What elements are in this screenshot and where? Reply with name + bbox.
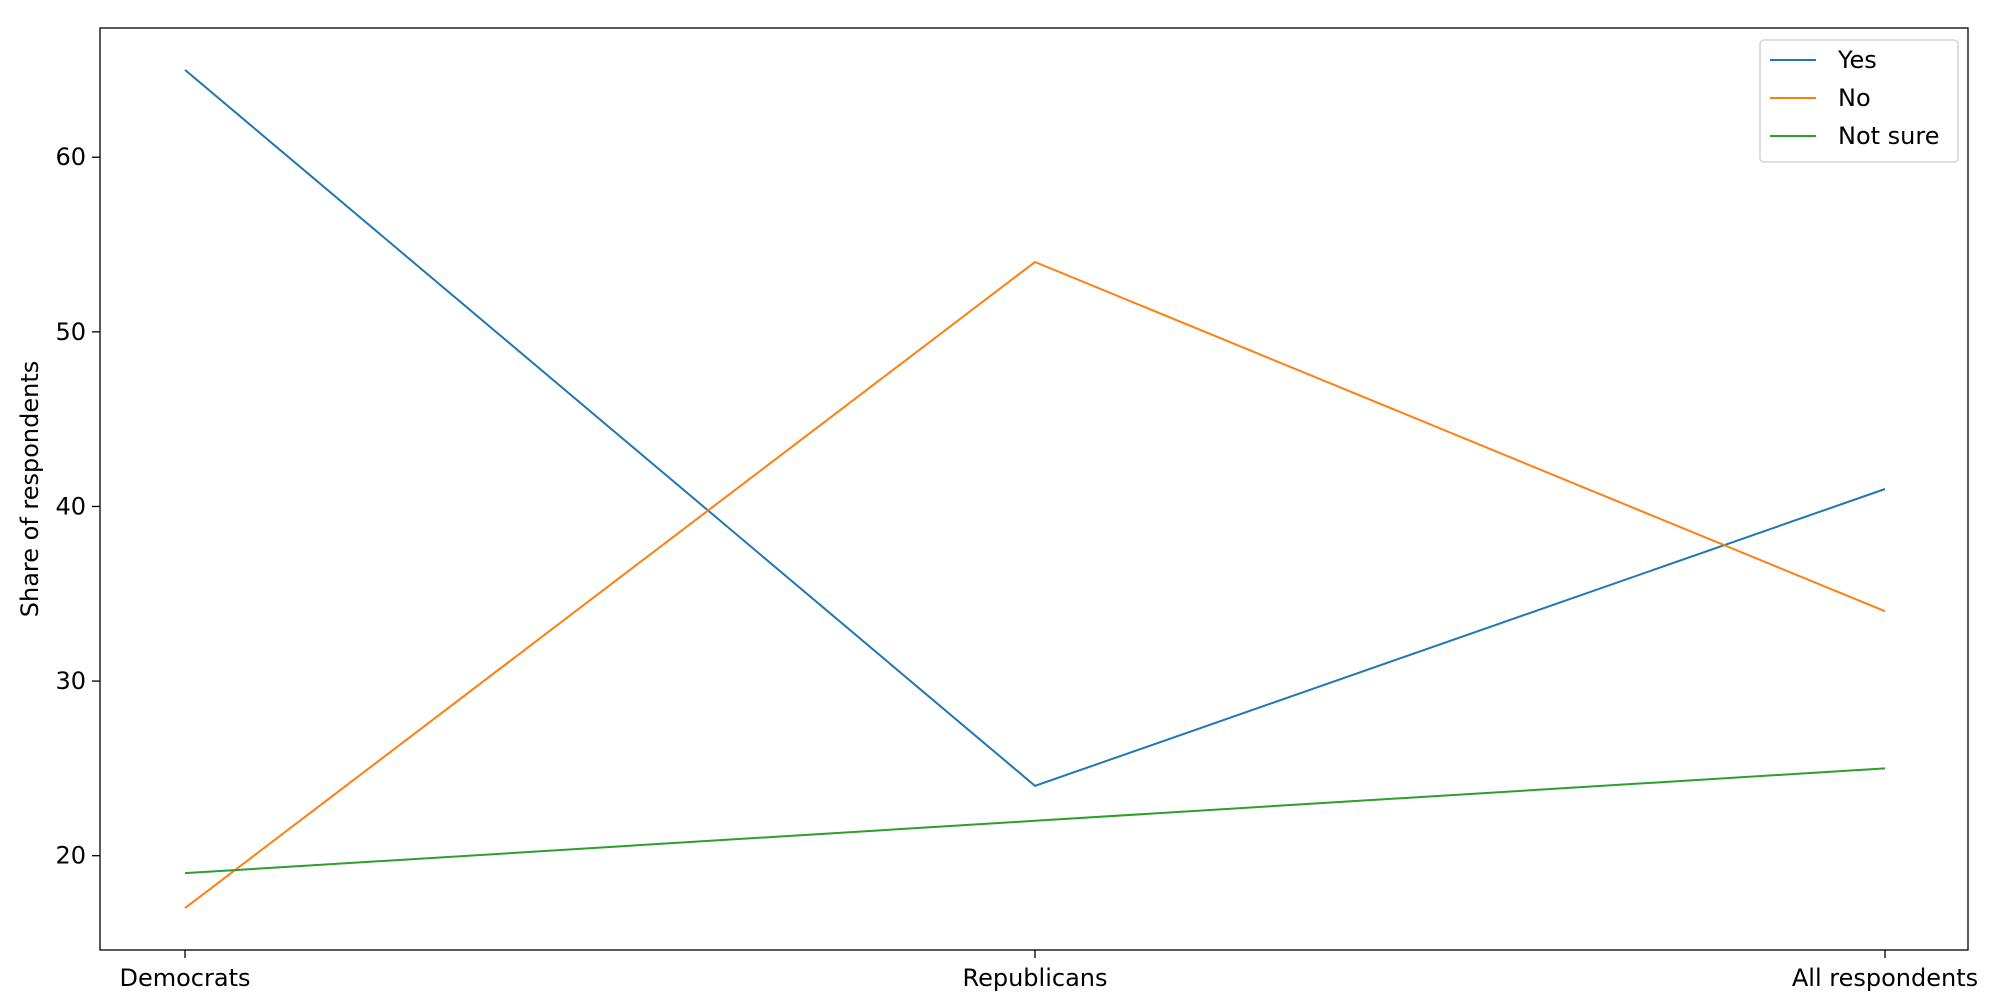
x-tick-label: Republicans: [963, 964, 1108, 992]
y-tick-label: 50: [55, 318, 86, 346]
y-axis-label: Share of respondents: [16, 361, 44, 618]
series-layer: [184, 69, 1886, 909]
y-tick-label: 30: [55, 667, 86, 695]
plot-frame: [99, 27, 1969, 951]
y-tick-label: 40: [55, 492, 86, 520]
legend-label-no: No: [1838, 84, 1871, 112]
x-tick-label: All respondents: [1792, 964, 1978, 992]
x-tick-label: Democrats: [120, 964, 251, 992]
legend-label-not-sure: Not sure: [1838, 122, 1940, 150]
plot-area: [99, 27, 1969, 951]
axes-layer: 20 30 40 50 60 Democrats Republicans All respon…: [55, 143, 1978, 992]
legend: Yes No Not sure: [1759, 39, 1959, 163]
legend-label-yes: Yes: [1837, 46, 1877, 74]
y-tick-label: 60: [55, 143, 86, 171]
legend-box: [1759, 39, 1959, 163]
y-tick-label: 20: [55, 842, 86, 870]
